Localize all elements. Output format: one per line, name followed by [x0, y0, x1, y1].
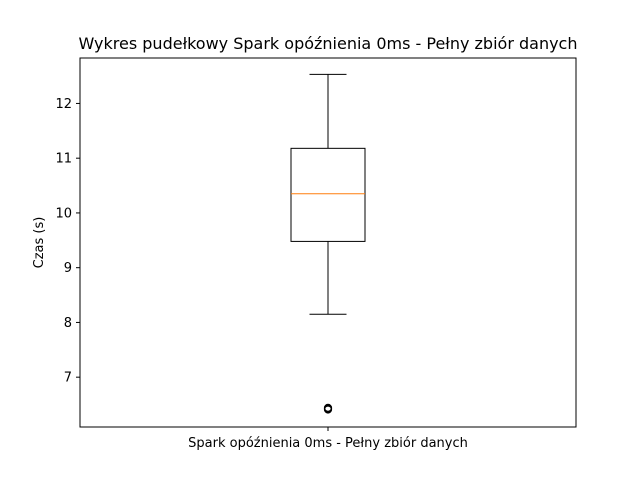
x-tick-label: Spark opóźnienia 0ms - Pełny zbiór danyc…: [188, 436, 468, 451]
y-tick-label: 7: [64, 371, 72, 386]
y-tick-label: 11: [55, 152, 72, 167]
box-group: [290, 73, 366, 414]
y-tick-label: 12: [55, 97, 72, 112]
x-axis: Spark opóźnienia 0ms - Pełny zbiór danyc…: [188, 427, 468, 451]
y-axis: 7 8 9 10 11 12: [55, 97, 80, 386]
y-tick-label: 8: [64, 316, 72, 331]
y-axis-label: Czas (s): [32, 217, 47, 269]
y-tick-label: 9: [64, 261, 72, 276]
y-tick-label: 10: [55, 206, 72, 221]
chart-title: Wykres pudełkowy Spark opóźnienia 0ms - …: [79, 34, 578, 53]
outlier-point: [323, 404, 333, 414]
iqr-box: [290, 147, 366, 242]
